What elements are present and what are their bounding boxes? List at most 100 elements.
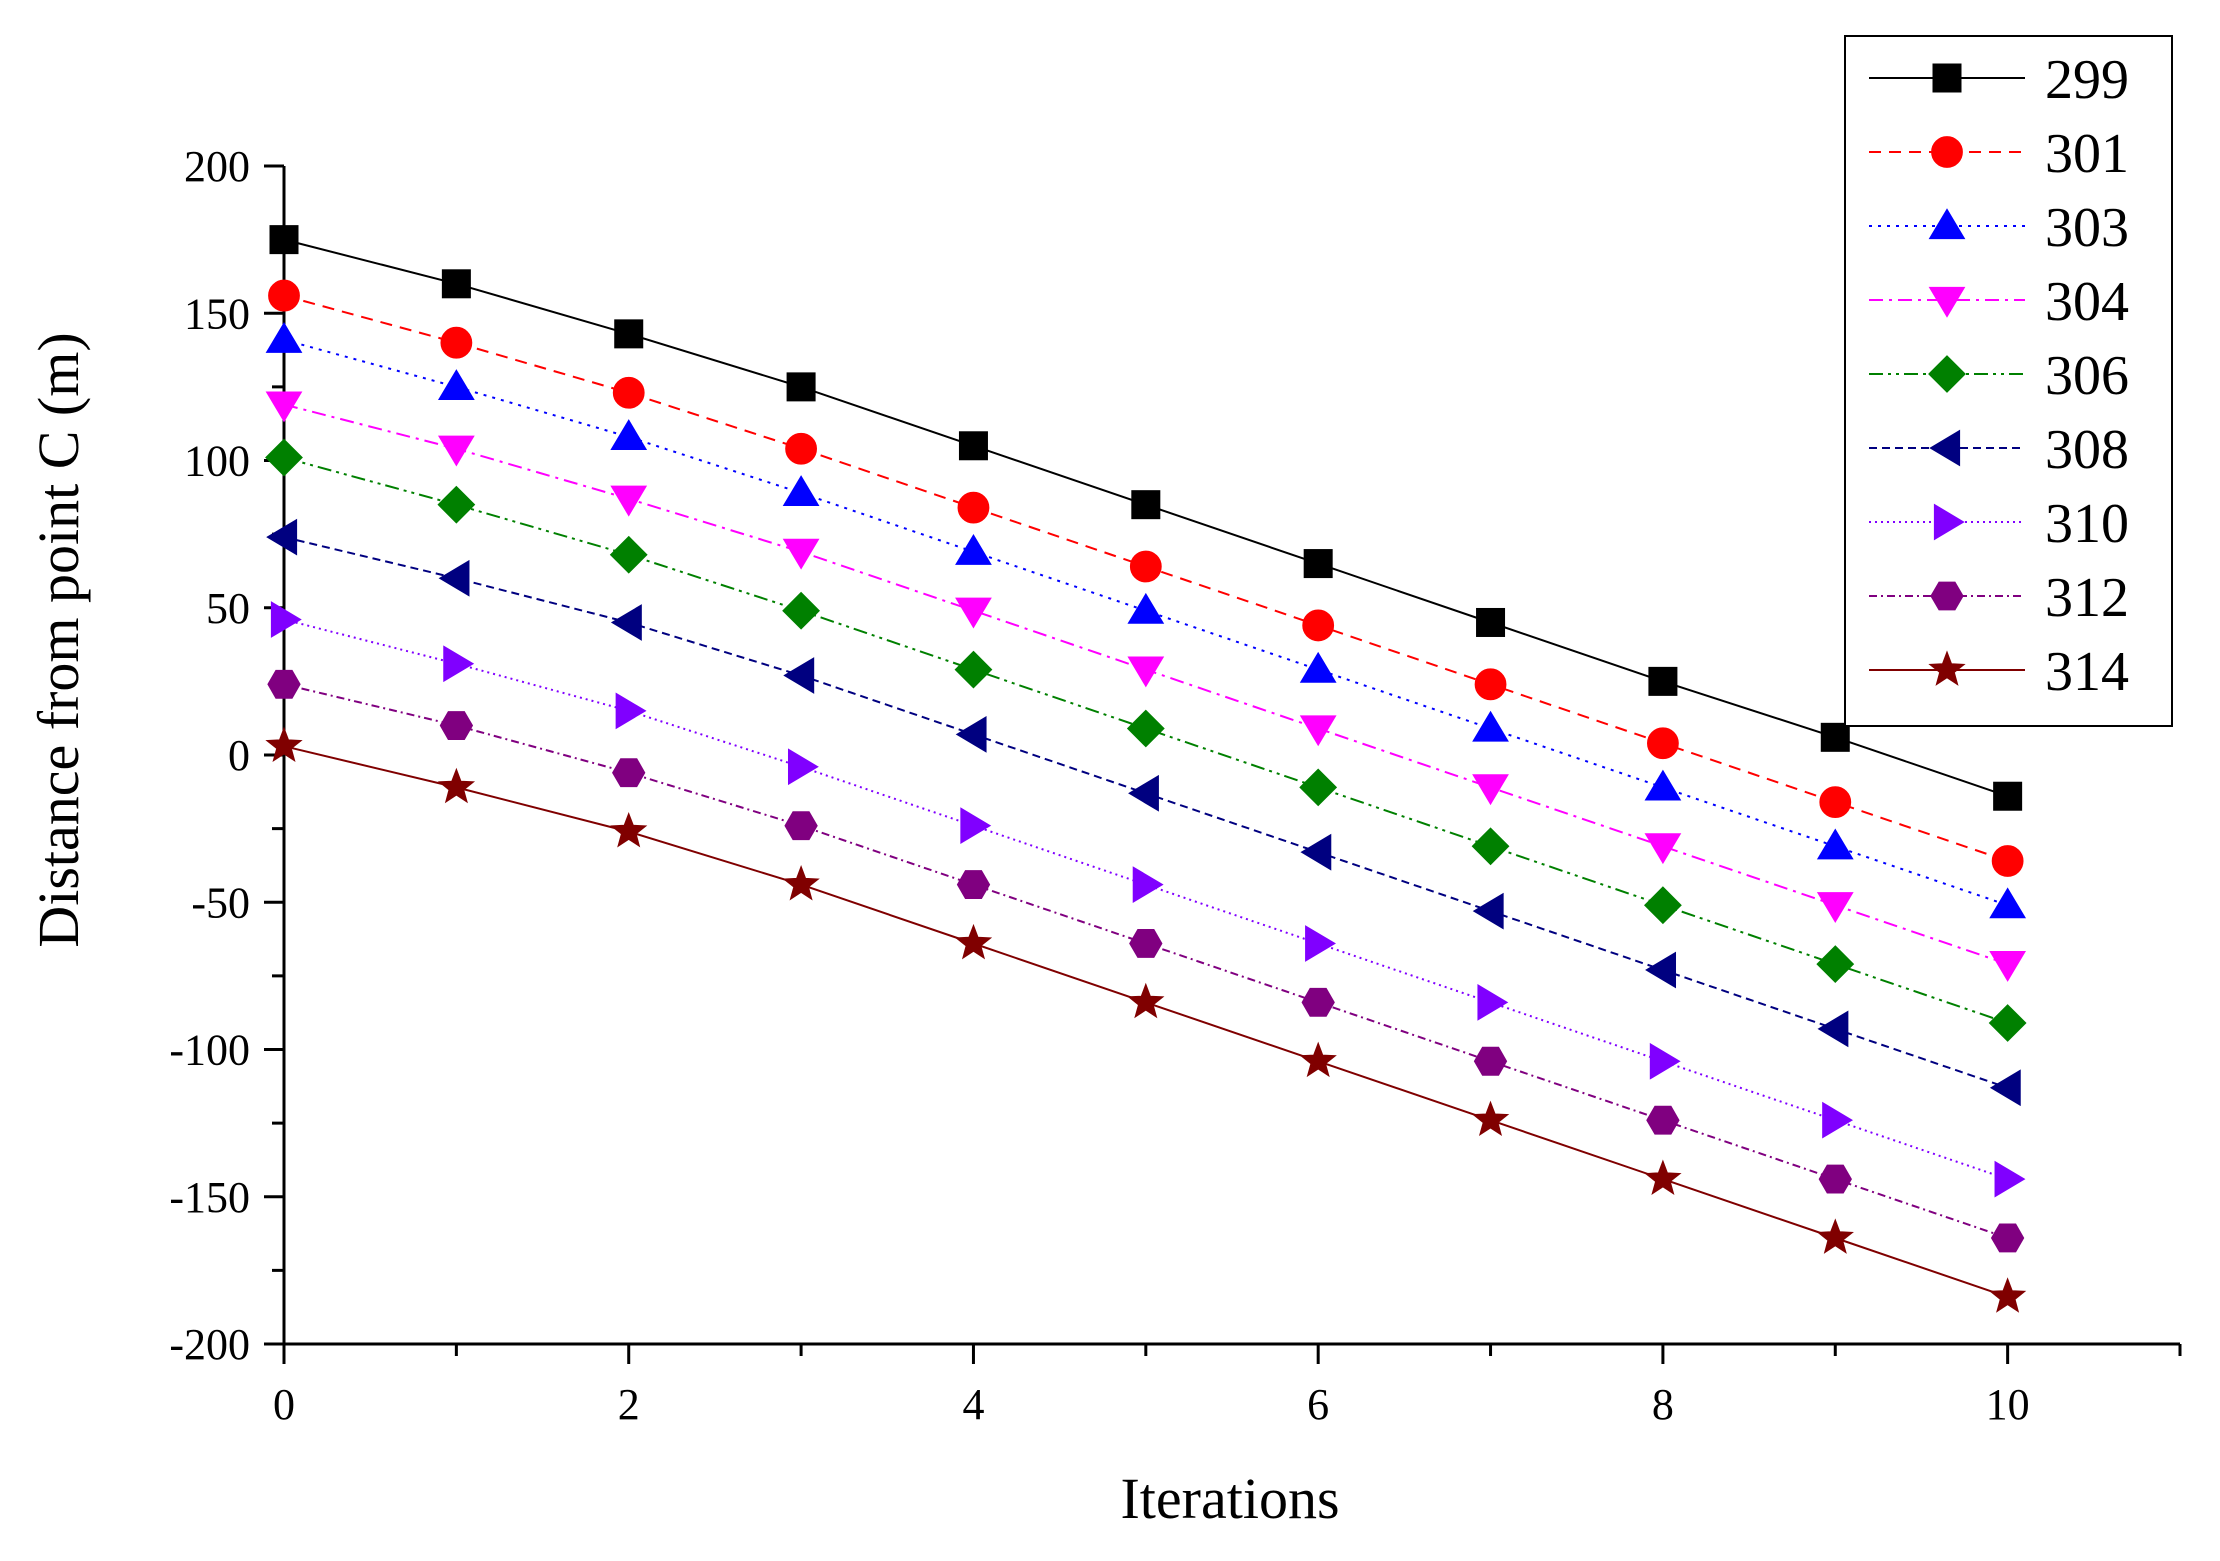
x-tick-label: 4 <box>962 1380 984 1429</box>
data-point-301 <box>957 491 990 524</box>
data-point-301 <box>1129 550 1162 583</box>
legend: 299 301 303 304 306 308 310 312 314 <box>1844 35 2173 727</box>
data-point-303 <box>437 369 475 400</box>
data-point-299 <box>614 319 644 349</box>
data-point-299 <box>1476 607 1506 637</box>
legend-label: 299 <box>2045 49 2129 111</box>
legend-marker-circle <box>1931 136 1963 168</box>
data-point-304 <box>1644 833 1682 865</box>
x-axis-title: Iterations <box>1120 1466 1339 1531</box>
data-point-304 <box>610 485 648 517</box>
data-point-303 <box>955 534 992 565</box>
x-tick-label: 0 <box>273 1380 295 1429</box>
data-point-312 <box>1818 1164 1852 1194</box>
data-point-308 <box>1989 1069 2021 1107</box>
data-point-306 <box>1299 768 1338 807</box>
data-point-303 <box>782 475 820 506</box>
legend-marker-star <box>1928 650 1966 686</box>
data-point-308 <box>266 518 298 556</box>
legend-marker-square <box>1932 63 1962 93</box>
legend-label: 310 <box>2045 493 2129 555</box>
legend-marker-triangle-down <box>1928 286 1966 318</box>
series-line-314 <box>283 745 2008 1298</box>
data-point-308 <box>1645 951 1677 989</box>
data-point-306 <box>1644 886 1682 925</box>
data-point-301 <box>268 279 300 312</box>
data-point-308 <box>783 657 815 694</box>
data-point-308 <box>610 604 642 641</box>
x-tick-label: 8 <box>1652 1380 1674 1429</box>
legend-marker-diamond <box>1928 355 1966 393</box>
data-point-310 <box>1477 984 1509 1021</box>
series-312 <box>267 669 2025 1253</box>
series-line-312 <box>283 683 2008 1239</box>
data-point-314 <box>1299 1041 1337 1078</box>
data-point-308 <box>955 716 987 753</box>
data-point-299 <box>958 431 988 461</box>
data-point-304 <box>782 538 820 570</box>
series-306 <box>265 438 2027 1042</box>
data-point-312 <box>439 711 474 740</box>
data-point-310 <box>1649 1042 1681 1080</box>
legend-marker-triangle-right <box>1933 503 1965 541</box>
data-point-306 <box>437 485 476 524</box>
data-point-312 <box>1473 1046 1508 1076</box>
data-point-301 <box>1647 727 1679 760</box>
series-310 <box>270 601 2026 1198</box>
data-point-301 <box>440 326 473 359</box>
legend-item-310: 310 <box>1869 493 2129 555</box>
y-tick-label: 50 <box>206 584 250 633</box>
data-point-312 <box>1129 929 1163 958</box>
data-point-306 <box>1126 709 1165 748</box>
data-point-304 <box>955 597 992 629</box>
axes: 200 150 100 50 0 -50 -100 -150 -200 0 2 4 6 8 10 <box>169 142 2182 1429</box>
legend-label: 303 <box>2045 197 2129 259</box>
legend-item-303: 303 <box>1869 197 2129 259</box>
data-point-304 <box>437 435 475 467</box>
data-point-304 <box>1816 892 1854 923</box>
data-point-312 <box>784 811 818 841</box>
series-line-310 <box>283 618 2008 1181</box>
legend-item-308: 308 <box>1869 419 2129 481</box>
series-303 <box>265 321 2027 919</box>
y-tick-label: 200 <box>184 142 250 191</box>
data-point-314 <box>782 864 820 901</box>
legend-item-299: 299 <box>1869 49 2129 111</box>
data-point-303 <box>1299 651 1337 683</box>
data-point-310 <box>615 692 647 730</box>
legend-item-301: 301 <box>1869 123 2129 185</box>
data-point-310 <box>1132 866 1164 903</box>
data-point-304 <box>1127 656 1165 688</box>
series-301 <box>268 279 2024 877</box>
x-tick-label: 10 <box>1986 1380 2030 1429</box>
data-point-299 <box>269 225 299 255</box>
data-point-306 <box>1816 945 1855 984</box>
data-point-312 <box>1990 1223 2025 1253</box>
data-point-299 <box>441 269 471 299</box>
y-axis-title: Distance from point C (m) <box>26 332 91 947</box>
data-point-303 <box>1816 828 1854 860</box>
data-point-303 <box>265 321 303 353</box>
data-point-314 <box>1644 1159 1682 1195</box>
data-point-312 <box>1646 1105 1680 1135</box>
data-point-310 <box>443 645 475 683</box>
series-line-303 <box>283 338 2008 907</box>
data-point-306 <box>1988 1004 2027 1042</box>
data-point-304 <box>1472 774 1509 806</box>
legend-label: 308 <box>2045 419 2129 481</box>
data-point-299 <box>1648 666 1678 696</box>
legend-label: 304 <box>2045 271 2129 333</box>
legend-item-304: 304 <box>1869 271 2129 333</box>
data-point-310 <box>787 748 819 786</box>
y-tick-label: -50 <box>191 878 250 927</box>
legend-marker-triangle-up <box>1928 208 1966 240</box>
data-point-301 <box>1991 845 2024 877</box>
x-tick-label: 6 <box>1307 1380 1329 1429</box>
legend-label: 301 <box>2045 123 2129 185</box>
legend-item-314: 314 <box>1869 641 2129 703</box>
data-point-304 <box>1299 715 1337 747</box>
data-point-308 <box>1817 1010 1849 1048</box>
data-point-299 <box>1303 549 1333 579</box>
